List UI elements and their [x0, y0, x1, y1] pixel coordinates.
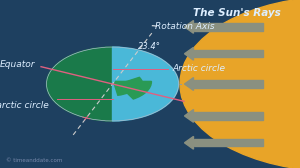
Text: 23.4°: 23.4°	[138, 42, 161, 51]
Text: Rotation Axis: Rotation Axis	[155, 22, 214, 31]
Text: The Sun's Rays: The Sun's Rays	[193, 8, 281, 18]
Wedge shape	[114, 82, 136, 95]
Wedge shape	[115, 81, 152, 99]
Polygon shape	[184, 78, 194, 90]
Text: Arctic circle: Arctic circle	[173, 64, 226, 73]
Text: Equator: Equator	[0, 60, 35, 70]
Wedge shape	[116, 77, 143, 94]
Polygon shape	[194, 80, 262, 88]
Polygon shape	[194, 139, 262, 146]
Wedge shape	[46, 47, 112, 121]
Polygon shape	[184, 136, 194, 149]
Polygon shape	[194, 23, 262, 31]
Polygon shape	[194, 112, 262, 120]
Polygon shape	[184, 47, 194, 60]
Polygon shape	[184, 110, 194, 122]
Text: Antarctic circle: Antarctic circle	[0, 101, 49, 110]
Wedge shape	[112, 47, 178, 121]
Polygon shape	[184, 20, 194, 33]
Polygon shape	[194, 50, 262, 57]
Circle shape	[180, 0, 300, 168]
Text: © timeanddate.com: © timeanddate.com	[6, 158, 62, 163]
